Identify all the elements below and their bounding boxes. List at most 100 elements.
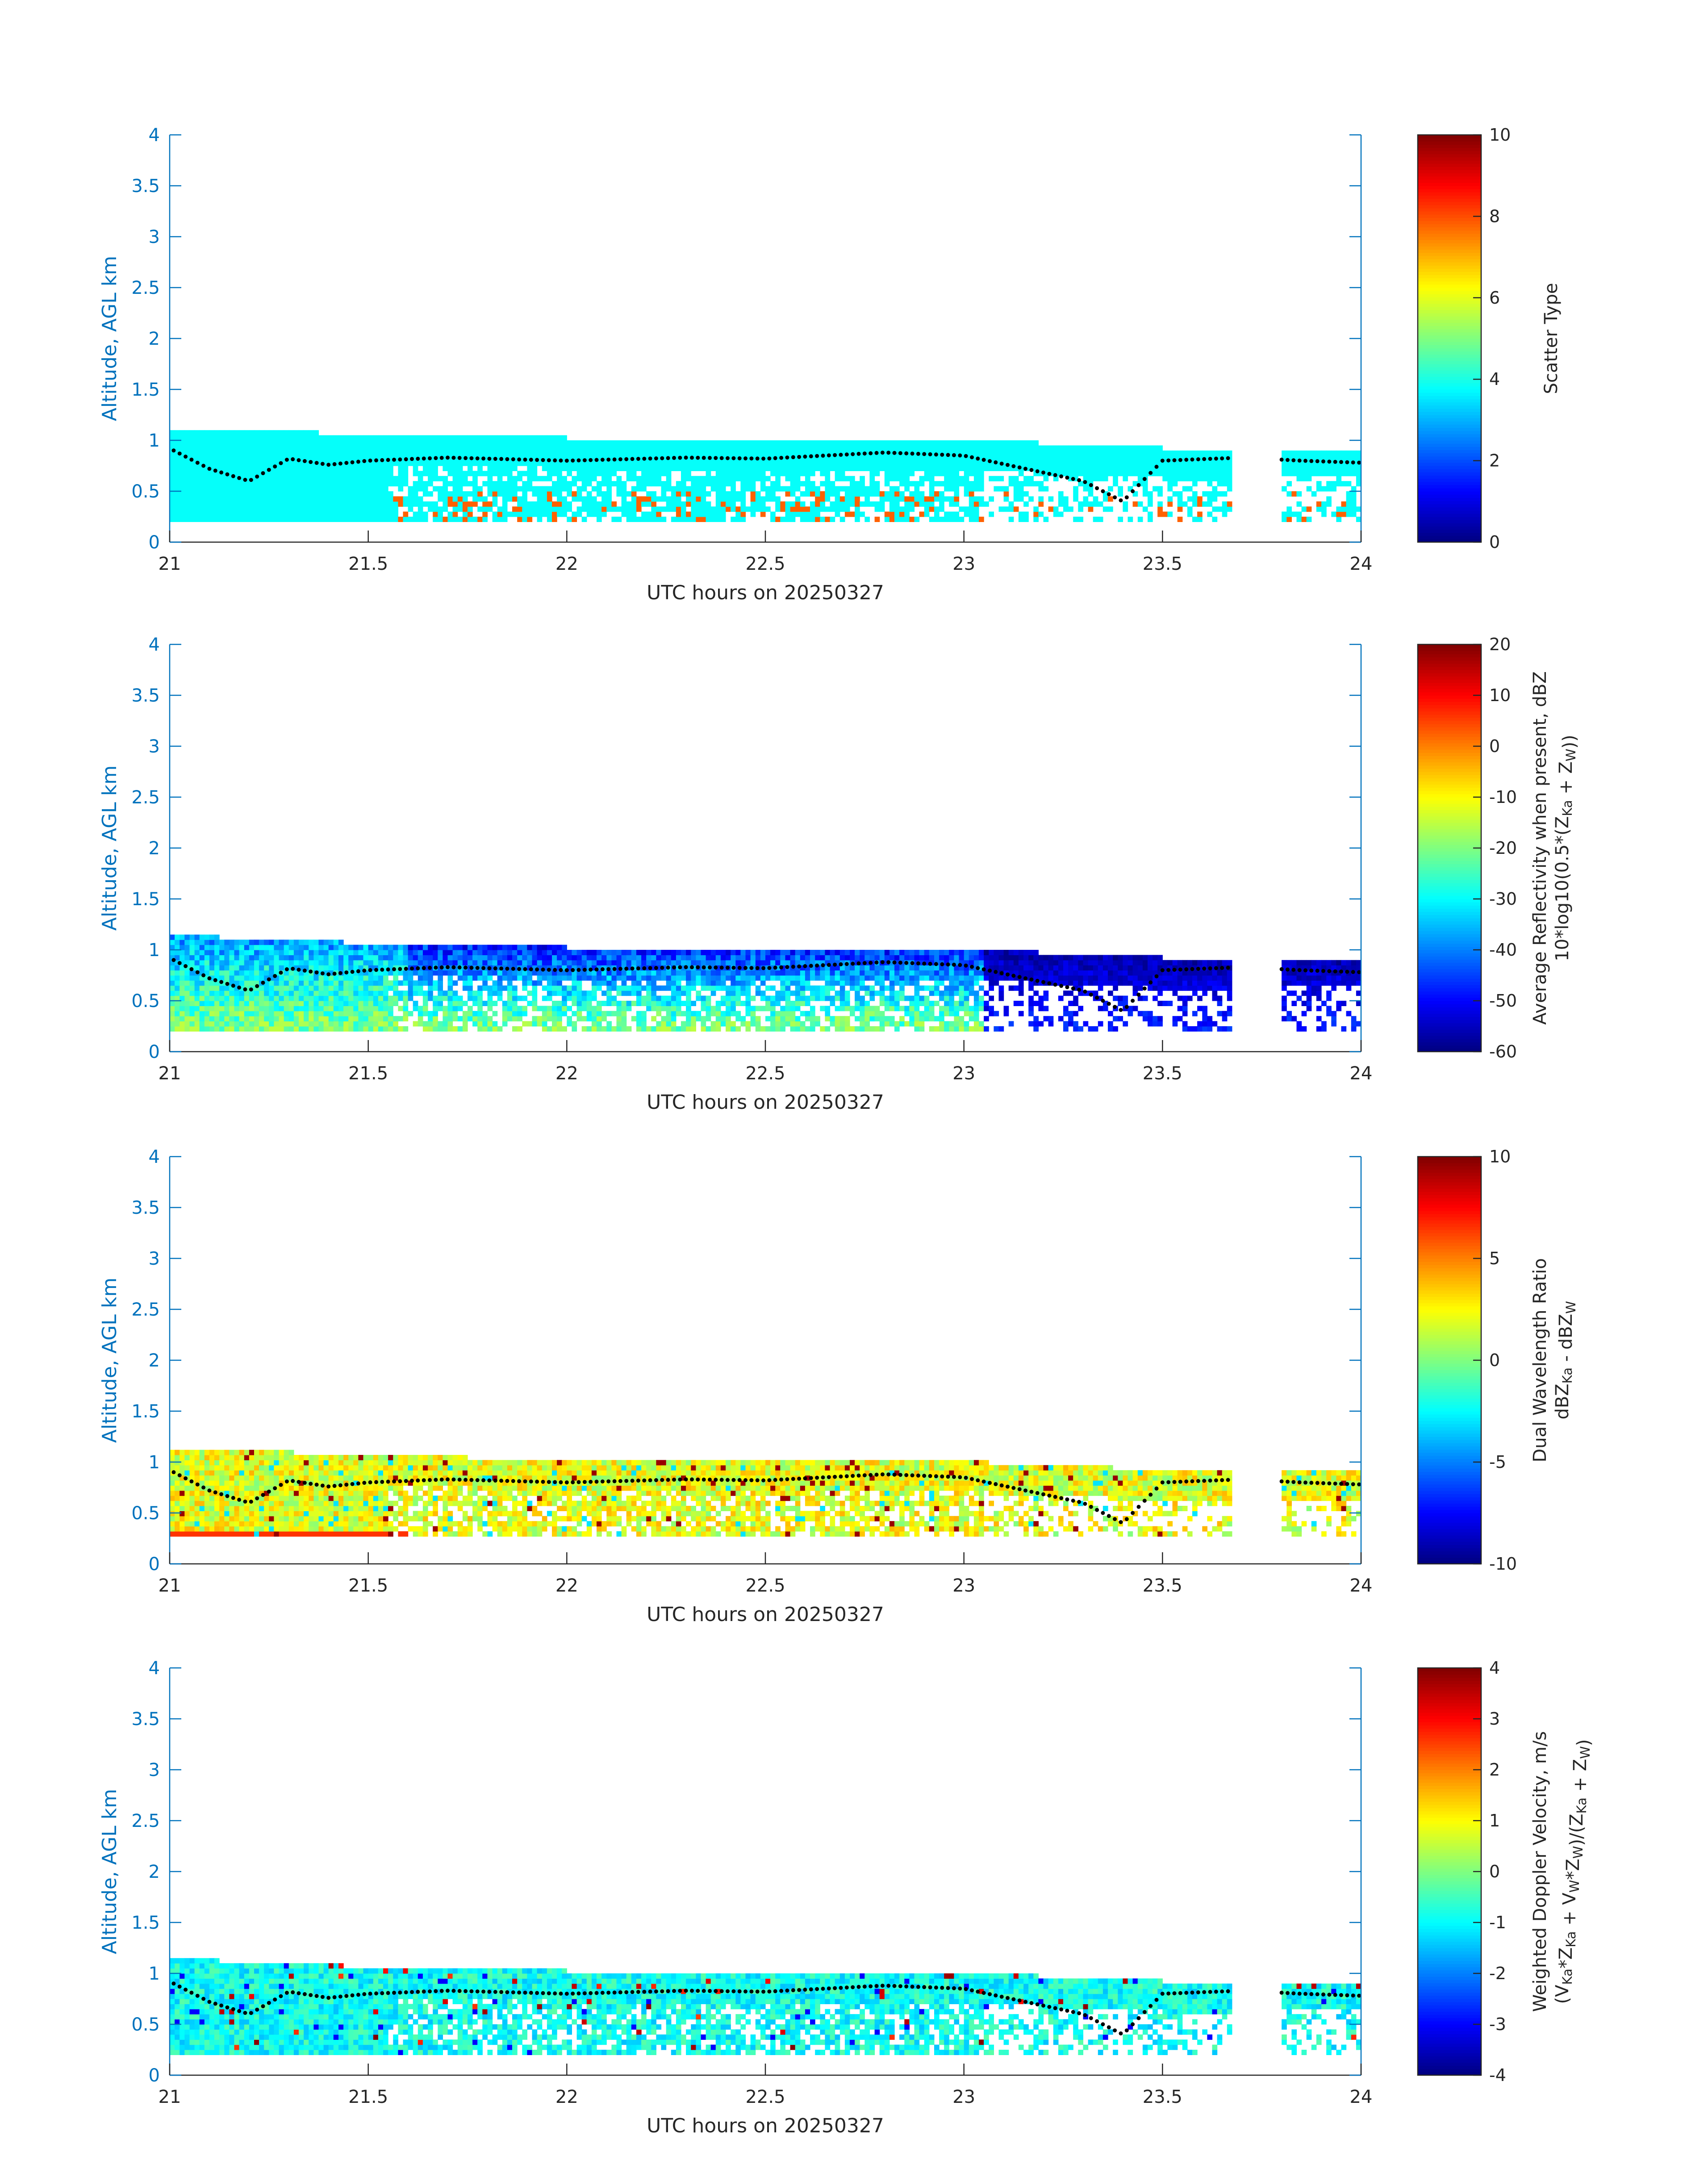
heatmap-cell [1321, 450, 1327, 456]
heatmap-cell [408, 491, 413, 497]
heatmap-cell [348, 950, 354, 955]
heatmap-cell [249, 511, 255, 517]
heatmap-cell [542, 460, 547, 466]
heatmap-cell [249, 950, 255, 955]
heatmap-cell [527, 960, 533, 965]
heatmap-cell [1351, 491, 1357, 497]
heatmap-cell [740, 496, 746, 502]
heatmap-cell [591, 460, 597, 466]
colorbar-step [1418, 160, 1481, 164]
heatmap-cell [1123, 476, 1128, 481]
heatmap-cell [785, 501, 791, 507]
heatmap-cell [919, 481, 925, 487]
heatmap-cell [244, 970, 250, 976]
heatmap-cell [581, 496, 587, 502]
heatmap-cell [323, 995, 329, 1001]
heatmap-cell [170, 511, 175, 517]
heatmap-cell [418, 950, 423, 955]
heatmap-cell [1336, 450, 1342, 456]
heatmap-cell [239, 940, 245, 945]
heatmap-cell [1078, 460, 1083, 466]
heatmap-cell [676, 517, 681, 522]
heatmap-cell [904, 455, 910, 461]
heatmap-cell [1182, 476, 1188, 481]
heatmap-cell [696, 460, 702, 466]
heatmap-cell [537, 970, 543, 976]
heatmap-cell [785, 486, 791, 492]
heatmap-cell [1202, 501, 1207, 507]
heatmap-cell [418, 980, 423, 986]
cloud-top-marker [678, 455, 682, 460]
heatmap-cell [1346, 471, 1352, 476]
heatmap-cell [606, 440, 612, 446]
heatmap-cell [557, 481, 562, 487]
heatmap-cell [209, 990, 215, 996]
heatmap-cell [214, 975, 220, 981]
colorbar-step [1418, 255, 1481, 259]
colorbar-step [1418, 532, 1481, 536]
heatmap-cell [874, 491, 880, 497]
heatmap-cell [973, 440, 979, 446]
heatmap-cell [1083, 466, 1089, 471]
heatmap-cell [547, 970, 552, 976]
heatmap-cell [611, 450, 617, 456]
colorbar-step [1418, 259, 1481, 263]
heatmap-cell [1311, 460, 1317, 466]
heatmap-cell [586, 491, 592, 497]
heatmap-cell [194, 466, 200, 471]
heatmap-cell [775, 440, 781, 446]
colorbar-step [1418, 357, 1481, 361]
heatmap-cell [184, 430, 190, 436]
heatmap-cell [468, 980, 473, 986]
heatmap-cell [626, 965, 632, 971]
heatmap-cell [348, 481, 354, 487]
heatmap-cell [1227, 481, 1232, 487]
heatmap-cell [224, 476, 230, 481]
heatmap-cell [318, 450, 324, 456]
heatmap-cell [502, 511, 508, 517]
heatmap-cell [487, 944, 493, 950]
heatmap-cell [1088, 501, 1094, 507]
heatmap-cell [269, 990, 274, 996]
heatmap-cell [422, 1006, 428, 1011]
heatmap-cell [403, 1011, 409, 1016]
heatmap-cell [368, 1021, 374, 1027]
heatmap-cell [860, 460, 865, 466]
heatmap-cell [323, 970, 329, 976]
heatmap-cell [358, 486, 364, 492]
heatmap-cell [949, 440, 954, 446]
colorbar-step [1418, 224, 1481, 228]
heatmap-cell [328, 486, 334, 492]
heatmap-cell [1282, 450, 1287, 456]
heatmap-cell [333, 1011, 339, 1016]
heatmap-cell [1306, 455, 1312, 461]
heatmap-cell [502, 960, 508, 965]
heatmap-cell [1291, 466, 1297, 471]
heatmap-cell [373, 435, 379, 441]
heatmap-cell [274, 460, 280, 466]
heatmap-cell [318, 517, 324, 522]
heatmap-cell [631, 491, 637, 497]
heatmap-cell [661, 1016, 667, 1022]
heatmap-cell [591, 501, 597, 507]
heatmap-cell [537, 1021, 543, 1027]
heatmap-cell [239, 980, 245, 986]
heatmap-cell [532, 471, 538, 476]
heatmap-cell [418, 944, 423, 950]
heatmap-cell [393, 944, 398, 950]
heatmap-cell [904, 445, 910, 451]
heatmap-cell [353, 1021, 359, 1027]
heatmap-cell [288, 496, 294, 502]
heatmap-cell [1058, 496, 1064, 502]
heatmap-cell [1018, 445, 1024, 451]
heatmap-cell [676, 496, 681, 502]
heatmap-cell [433, 985, 438, 991]
heatmap-cell [175, 934, 180, 940]
heatmap-cell [547, 445, 552, 451]
heatmap-cell [681, 440, 686, 446]
heatmap-cell [731, 496, 736, 502]
heatmap-cell [284, 1001, 289, 1006]
heatmap-cell [239, 460, 245, 466]
heatmap-cell [373, 975, 379, 981]
cloud-top-marker [428, 456, 432, 460]
